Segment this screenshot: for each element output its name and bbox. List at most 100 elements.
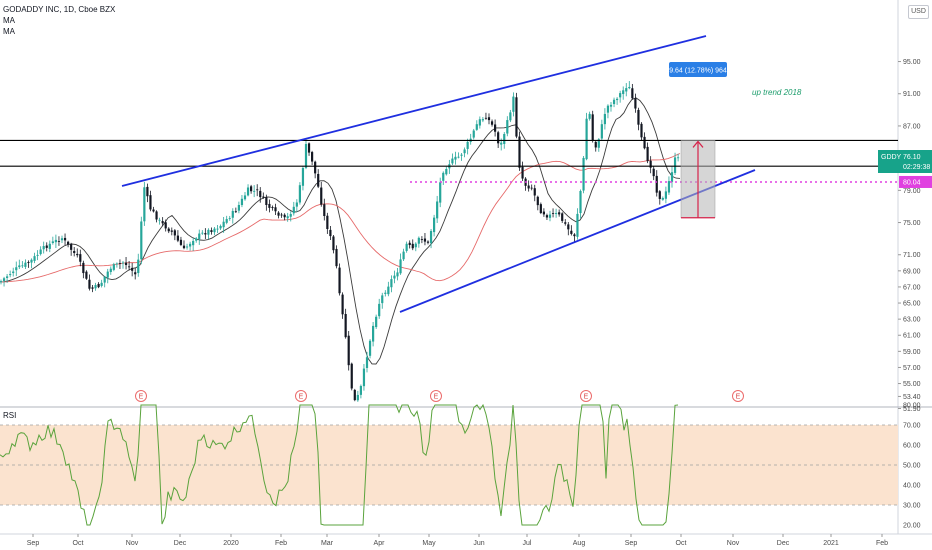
candle-body [600, 124, 603, 139]
candle-body [365, 357, 369, 368]
candle-body [222, 221, 225, 228]
candle-body [210, 230, 213, 232]
candle-body [411, 243, 414, 249]
earnings-marker [580, 390, 592, 402]
candle-body [115, 263, 118, 265]
candle-body [558, 212, 561, 215]
candle-body [625, 88, 628, 92]
ma-fast-line [0, 97, 681, 365]
candle-body [283, 214, 286, 218]
time-tick-label: Feb [275, 540, 287, 547]
hline-price-badge [899, 175, 932, 188]
candle-body [91, 287, 94, 289]
candle-body [457, 156, 460, 158]
time-tick-label: Sep [625, 540, 638, 547]
candle-body [67, 241, 70, 245]
candle-body [216, 228, 219, 230]
candle-body [143, 187, 146, 222]
candle-body [51, 241, 54, 244]
candle-body [591, 114, 594, 141]
rsi-tick-label: 50.00 [903, 463, 921, 470]
measure-arrow-head [692, 140, 704, 148]
candle-body [332, 236, 335, 251]
candle-body [277, 212, 280, 216]
candle-body [561, 213, 564, 221]
candle-body [106, 271, 109, 278]
candle-body [460, 154, 463, 156]
currency-badge[interactable]: USD [908, 5, 929, 19]
candle-body [576, 213, 579, 237]
candle-body [73, 250, 76, 254]
price-tick-label: 61.00 [903, 333, 921, 340]
price-tick-label: 87.00 [903, 123, 921, 130]
candle-body [429, 230, 433, 244]
candle-body [423, 238, 427, 242]
price-tick-label: 55.00 [903, 381, 921, 388]
candle-body [15, 267, 18, 271]
candle-body [353, 389, 356, 401]
candle-body [149, 195, 152, 210]
candle-body [259, 190, 262, 198]
time-tick-label: Jun [473, 540, 484, 547]
candle-body [490, 121, 494, 125]
price-tick-label: 53.40 [903, 394, 921, 401]
earnings-marker-label: E [139, 394, 144, 401]
candle-body [253, 190, 256, 192]
candle-body [182, 245, 186, 249]
candle-body [256, 189, 259, 191]
candle-body [606, 105, 610, 113]
rsi-line [0, 403, 679, 526]
candle-body [454, 156, 457, 160]
candle-body [237, 204, 240, 211]
candle-body [24, 262, 27, 267]
time-tick-label: Apr [374, 540, 386, 547]
measure-label-bg [669, 62, 727, 77]
candle-body [603, 113, 606, 125]
candle-body [76, 253, 79, 256]
earnings-marker-label: E [299, 394, 304, 401]
candle-body [542, 211, 545, 215]
rsi-tick-label: 70.00 [903, 423, 921, 430]
candle-body [262, 196, 265, 198]
candle-body [155, 211, 158, 220]
candle-body [82, 262, 85, 274]
earnings-marker [430, 390, 442, 402]
candle-body [301, 167, 305, 186]
candle-body [30, 259, 33, 263]
candle-body [12, 271, 15, 274]
candle-body [228, 218, 231, 219]
earnings-marker [295, 390, 307, 402]
candle-body [399, 259, 402, 274]
candle-body [670, 172, 674, 182]
price-tick-label: 57.00 [903, 365, 921, 372]
candle-body [612, 99, 616, 105]
candle-body [567, 224, 570, 230]
candle-body [384, 292, 387, 294]
candle-body [338, 267, 341, 294]
candle-body [628, 86, 631, 89]
measure-label: 9.64 (12.78%) 964 [669, 68, 727, 75]
time-tick-label: Oct [73, 540, 84, 547]
candle-body [201, 232, 204, 234]
price-tick-label: 67.00 [903, 284, 921, 291]
candle-body [289, 214, 292, 217]
candle-body [134, 272, 137, 275]
candle-body [597, 139, 600, 148]
candle-body [677, 157, 680, 159]
candle-body [372, 325, 375, 342]
candle-body [185, 246, 189, 248]
candle-body [463, 149, 466, 154]
candle-body [2, 278, 6, 282]
candle-body [298, 185, 301, 203]
earnings-marker-label: E [434, 394, 439, 401]
candle-body [170, 230, 173, 232]
candle-body [521, 166, 524, 179]
candle-body [426, 241, 430, 243]
candle-body [555, 213, 558, 215]
candle-body [673, 157, 677, 173]
candle-body [231, 210, 234, 218]
candle-body [359, 385, 362, 395]
candle-body [320, 187, 323, 205]
candle-body [18, 265, 21, 268]
